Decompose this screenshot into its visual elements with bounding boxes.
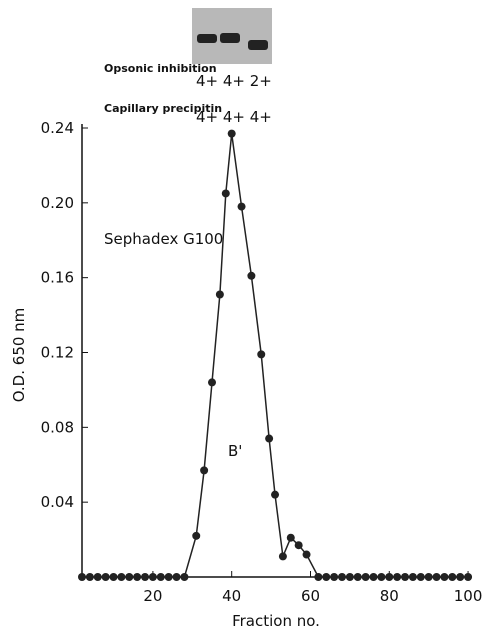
data-point: [377, 573, 386, 581]
data-point: [278, 552, 287, 561]
data-point: [286, 533, 295, 542]
data-point: [369, 573, 378, 581]
gel-band: [220, 33, 240, 43]
y-tick-label: 0.20: [41, 194, 74, 212]
data-point: [416, 573, 425, 581]
data-point: [200, 466, 209, 475]
data-point: [314, 573, 323, 581]
data-point: [440, 573, 449, 581]
x-tick-label: 100: [454, 587, 483, 605]
data-point: [109, 573, 118, 581]
y-tick-label: 0.16: [41, 269, 74, 287]
data-point: [322, 573, 331, 581]
x-tick-label: 40: [222, 587, 241, 605]
data-line: [82, 133, 469, 578]
data-point: [101, 573, 110, 581]
gel-band: [248, 40, 268, 50]
data-point: [215, 290, 224, 299]
row2-values: 4+ 4+ 4+: [196, 108, 272, 126]
data-point: [148, 573, 157, 581]
data-point: [302, 550, 311, 559]
data-point: [208, 378, 216, 387]
data-point: [408, 573, 417, 581]
row1-values: 4+ 4+ 2+: [196, 72, 272, 90]
data-point: [227, 129, 236, 138]
x-tick-label: 80: [380, 587, 399, 605]
y-axis-label: O.D. 650 nm: [10, 308, 28, 403]
data-point: [172, 573, 181, 581]
data-point: [164, 573, 173, 581]
data-point: [265, 434, 274, 443]
data-point: [93, 573, 102, 581]
x-tick-label: 20: [143, 587, 162, 605]
column-label: Sephadex G100: [104, 230, 223, 248]
peak-label: B': [228, 442, 242, 460]
data-point: [257, 350, 266, 359]
y-tick-label: 0.08: [41, 418, 74, 436]
y-tick-label: 0.12: [41, 344, 74, 362]
data-point: [156, 573, 165, 581]
x-tick-label: 60: [301, 587, 320, 605]
data-point: [338, 573, 346, 581]
data-point: [401, 573, 410, 581]
data-point: [353, 573, 362, 581]
data-point: [247, 271, 256, 280]
data-point: [237, 202, 246, 211]
data-point: [271, 490, 280, 499]
data-point: [456, 573, 465, 581]
y-tick-label: 0.04: [41, 493, 74, 511]
data-point: [141, 573, 150, 581]
data-point: [448, 573, 457, 581]
data-point: [192, 531, 201, 540]
data-point: [432, 573, 441, 581]
data-point: [78, 573, 86, 581]
data-point: [424, 573, 433, 581]
data-point: [133, 573, 142, 581]
row2-label: Capillary precipitin: [104, 102, 222, 115]
data-point: [85, 573, 94, 581]
data-point: [385, 573, 394, 581]
data-point: [221, 189, 230, 198]
data-point: [464, 573, 473, 581]
data-point: [125, 573, 134, 581]
data-point: [330, 573, 339, 581]
data-point: [361, 573, 370, 581]
data-point: [393, 573, 402, 581]
data-point: [117, 573, 126, 581]
y-tick-label: 0.24: [41, 119, 74, 137]
row1-label: Opsonic inhibition: [104, 62, 217, 75]
x-axis-label: Fraction no.: [232, 612, 320, 630]
gel-band: [197, 34, 217, 43]
data-point: [294, 541, 303, 550]
data-point: [345, 573, 354, 581]
data-point: [180, 573, 189, 581]
